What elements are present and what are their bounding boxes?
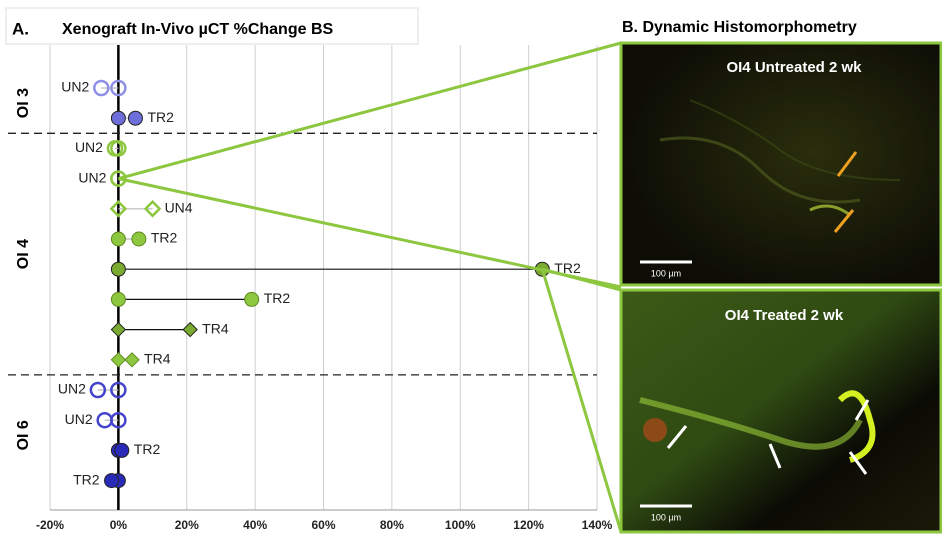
data-point — [98, 413, 112, 427]
point-label: TR2 — [73, 471, 100, 487]
panel-label: A. — [12, 19, 29, 38]
callout-line — [542, 269, 621, 532]
point-label: UN2 — [78, 169, 106, 185]
image-treated: OI4 Treated 2 wk 100 µm — [621, 290, 941, 532]
x-tick-label: 140% — [582, 518, 613, 532]
figure: A. Xenograft In-Vivo µCT %Change BS B. D… — [0, 0, 942, 544]
baseline-marker — [111, 232, 125, 246]
callout-line — [542, 269, 621, 290]
data-point — [128, 111, 142, 125]
callout-line — [118, 43, 621, 179]
x-tick-label: 120% — [513, 518, 544, 532]
baseline-marker — [111, 292, 125, 306]
x-tick-label: 40% — [243, 518, 267, 532]
data-point — [132, 232, 146, 246]
point-label: TR2 — [264, 290, 291, 306]
x-tick-label: 20% — [175, 518, 199, 532]
group-label: OI 3 — [15, 88, 32, 118]
x-tick-label: 100% — [445, 518, 476, 532]
point-label: TR4 — [144, 351, 171, 367]
x-tick-label: -20% — [36, 518, 64, 532]
baseline-marker — [111, 383, 125, 397]
data-point — [125, 353, 139, 367]
scale-bar-label: 100 µm — [651, 268, 681, 278]
group-label: OI 6 — [15, 420, 32, 450]
data-point — [105, 474, 119, 488]
panel-b-title: B. Dynamic Histomorphometry — [622, 19, 857, 36]
scale-bar-label: 100 µm — [651, 512, 681, 522]
data-point — [146, 202, 160, 216]
baseline-marker — [111, 323, 125, 337]
data-point — [91, 383, 105, 397]
x-tick-label: 80% — [380, 518, 404, 532]
baseline-marker — [111, 202, 125, 216]
x-tick-label: 0% — [110, 518, 128, 532]
image-caption: OI4 Untreated 2 wk — [726, 59, 862, 76]
point-label: TR4 — [202, 320, 229, 336]
image-untreated: OI4 Untreated 2 wk 100 µm — [621, 43, 941, 285]
data-point — [245, 292, 259, 306]
baseline-marker — [111, 353, 125, 367]
point-label: UN2 — [75, 139, 103, 155]
point-label: UN2 — [65, 411, 93, 427]
data-point — [108, 141, 122, 155]
point-label: UN2 — [61, 79, 89, 95]
point-label: TR2 — [147, 109, 174, 125]
baseline-marker — [111, 111, 125, 125]
data-point — [183, 323, 197, 337]
baseline-marker — [111, 413, 125, 427]
baseline-marker — [111, 81, 125, 95]
data-point — [115, 443, 129, 457]
point-label: TR2 — [151, 230, 178, 246]
group-label: OI 4 — [15, 239, 32, 269]
page: {"chart_data": { "type": "dumbbell", "pa… — [0, 0, 942, 549]
image-caption: OI4 Treated 2 wk — [725, 307, 844, 324]
point-label: TR2 — [134, 441, 161, 457]
plot: -20% 0% 20% 40% 60% 80% 100% 120% 140% UN2 TR2 OI 3… — [8, 45, 613, 532]
x-tick-label: 60% — [311, 518, 335, 532]
baseline-marker — [111, 262, 125, 276]
point-label: UN4 — [165, 200, 193, 216]
point-label: UN2 — [58, 381, 86, 397]
data-point — [94, 81, 108, 95]
chart-title: Xenograft In-Vivo µCT %Change BS — [62, 21, 334, 38]
